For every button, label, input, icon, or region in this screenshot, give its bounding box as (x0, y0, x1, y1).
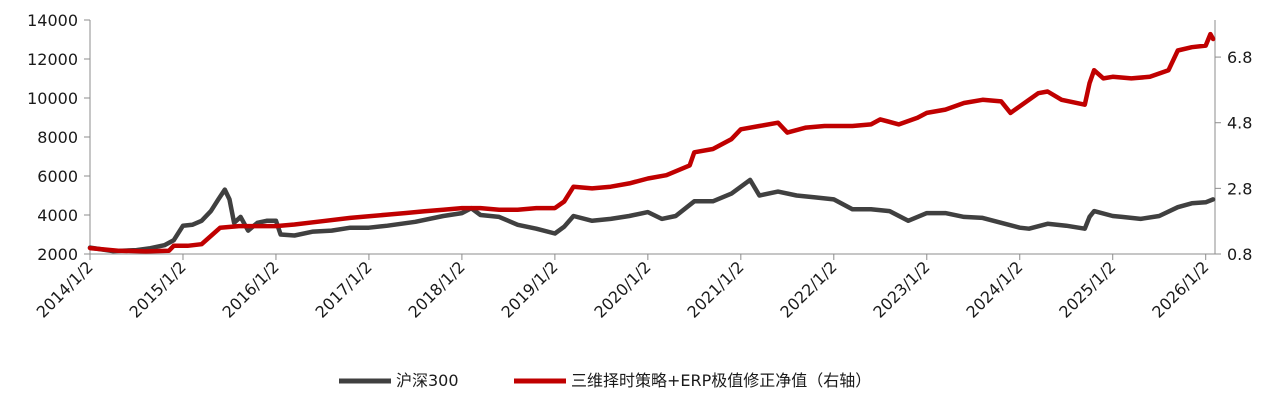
right-axis-ticks: 0.8 2.8 4.8 6.8 (1215, 48, 1252, 264)
legend-item-strategy: 三维择时策略+ERP极值修正净值（右轴） (514, 371, 871, 390)
left-tick-label: 6000 (37, 167, 78, 186)
left-tick-label: 4000 (37, 206, 78, 225)
x-tick-label: 2017/1/2 (312, 257, 376, 321)
right-tick-label: 0.8 (1227, 245, 1252, 264)
x-tick-label: 2020/1/2 (590, 257, 654, 321)
series-line-csi300 (87, 177, 1216, 254)
left-tick-label: 14000 (27, 11, 78, 30)
x-axis-ticks: 2014/1/2 2015/1/2 2016/1/2 2017/1/2 2018/1/2… (33, 254, 1213, 322)
x-tick-label: 2021/1/2 (683, 257, 747, 321)
right-tick-label: 4.8 (1227, 114, 1252, 133)
legend-item-csi300: 沪深300 (339, 371, 459, 390)
legend-label: 三维择时策略+ERP极值修正净值（右轴） (571, 371, 871, 390)
x-tick-label: 2018/1/2 (404, 257, 468, 321)
left-tick-label: 12000 (27, 50, 78, 69)
x-tick-label: 2019/1/2 (497, 257, 561, 321)
x-tick-label: 2014/1/2 (33, 257, 97, 321)
x-tick-label: 2016/1/2 (219, 257, 283, 321)
left-tick-label: 2000 (37, 245, 78, 264)
x-tick-label: 2024/1/2 (962, 257, 1026, 321)
x-tick-label: 2026/1/2 (1148, 257, 1212, 321)
chart-axes (89, 20, 1216, 255)
x-tick-label: 2015/1/2 (126, 257, 190, 321)
chart-legend: 沪深300 三维择时策略+ERP极值修正净值（右轴） (339, 371, 871, 390)
right-tick-label: 2.8 (1227, 179, 1252, 198)
legend-label: 沪深300 (396, 371, 459, 390)
x-tick-label: 2022/1/2 (776, 257, 840, 321)
x-tick-label: 2023/1/2 (869, 257, 933, 321)
left-tick-label: 8000 (37, 128, 78, 147)
left-axis-ticks: 2000 4000 6000 8000 10000 12000 14000 (27, 11, 90, 264)
chart-series (87, 31, 1216, 254)
left-tick-label: 10000 (27, 89, 78, 108)
x-tick-label: 2025/1/2 (1055, 257, 1119, 321)
series-line-strategy (87, 31, 1216, 254)
right-tick-label: 6.8 (1227, 48, 1252, 67)
